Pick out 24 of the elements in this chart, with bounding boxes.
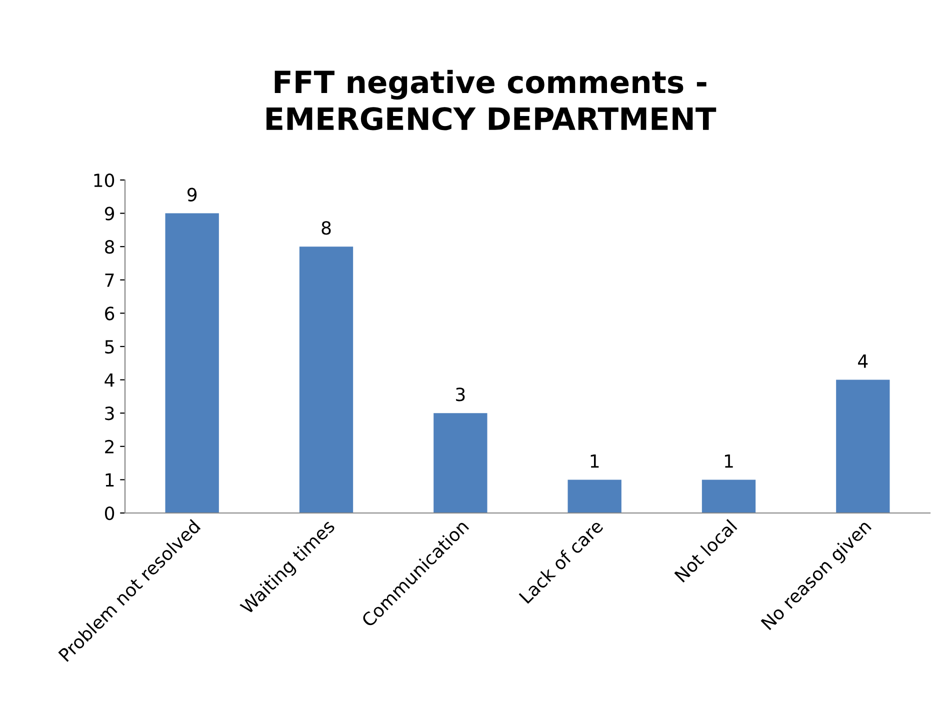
y-tick-label: 4	[104, 373, 114, 387]
bar	[568, 480, 622, 513]
data-label: 3	[456, 388, 465, 402]
y-tick-label: 0	[104, 506, 114, 520]
y-tick-label: 6	[105, 306, 114, 320]
data-label: 1	[590, 454, 599, 468]
y-tick-label: 5	[105, 340, 114, 354]
y-tick-label: 3	[105, 406, 114, 420]
data-label: 9	[187, 188, 197, 202]
y-tick-label: 8	[105, 240, 114, 254]
bar	[165, 213, 219, 513]
bar	[702, 480, 756, 513]
data-label: 1	[724, 454, 733, 468]
y-tick-label: 7	[105, 274, 114, 287]
bar	[836, 380, 890, 513]
data-label: 4	[858, 354, 868, 368]
y-tick-label: 2	[105, 440, 114, 454]
chart-title: FFT negative comments - EMERGENCY DEPARTMENT	[266, 70, 716, 130]
y-tick-label: 9	[104, 206, 114, 220]
y-tick-label: 1	[106, 473, 114, 487]
bar	[299, 246, 354, 513]
data-label: 8	[322, 221, 331, 235]
bar	[434, 413, 488, 513]
y-tick-label: 10	[94, 173, 114, 188]
